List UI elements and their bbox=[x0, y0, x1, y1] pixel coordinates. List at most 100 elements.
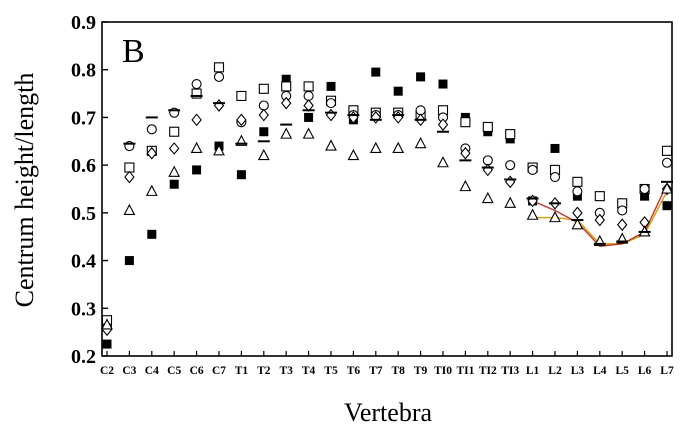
y-tick-label: 0.7 bbox=[71, 107, 96, 129]
open-square-point bbox=[572, 176, 583, 187]
x-tick-label: L6 bbox=[638, 365, 652, 377]
data-points bbox=[101, 62, 673, 349]
filled-square-point bbox=[662, 201, 672, 211]
open-circle-point bbox=[549, 172, 561, 183]
panel-label: B bbox=[122, 33, 145, 70]
y-tick-label: 0.5 bbox=[71, 203, 96, 225]
filled-square-point bbox=[326, 81, 336, 91]
y-tick-label: 0.4 bbox=[71, 251, 96, 273]
open-square-point bbox=[661, 145, 673, 156]
open-square-point bbox=[505, 129, 516, 140]
x-tick-label: T2 bbox=[257, 365, 271, 377]
open-diamond-point bbox=[616, 218, 628, 232]
filled-square-point bbox=[124, 256, 134, 266]
open-circle-point bbox=[146, 124, 157, 135]
open-triangle-point bbox=[347, 148, 360, 161]
x-tick-label: C2 bbox=[100, 365, 114, 377]
open-triangle-point bbox=[414, 136, 427, 149]
open-circle-point bbox=[572, 186, 583, 197]
x-tick-label: TI2 bbox=[479, 365, 497, 377]
open-circle-point bbox=[617, 205, 628, 216]
filled-square-point bbox=[416, 72, 426, 82]
open-diamond-point bbox=[572, 206, 583, 220]
y-tick-label: 0.6 bbox=[71, 155, 96, 177]
open-triangle-point bbox=[168, 165, 181, 177]
open-diamond-point bbox=[258, 108, 270, 122]
x-tick-label: T3 bbox=[279, 365, 293, 377]
plot-frame bbox=[101, 21, 673, 357]
open-diamond-point bbox=[325, 108, 337, 122]
x-tick-label: L5 bbox=[615, 365, 629, 377]
x-tick-label: TI1 bbox=[456, 365, 474, 377]
y-tick-label: 0.9 bbox=[71, 12, 96, 34]
open-diamond-point bbox=[594, 213, 606, 227]
open-diamond-point bbox=[191, 113, 202, 127]
open-square-point bbox=[258, 83, 269, 94]
open-triangle-point bbox=[213, 144, 225, 156]
x-tick-label: L2 bbox=[548, 365, 562, 377]
open-triangle-point bbox=[302, 127, 315, 139]
open-triangle-point bbox=[571, 218, 584, 230]
open-triangle-point bbox=[392, 141, 405, 153]
x-tick-label: T5 bbox=[324, 365, 338, 377]
y-axis: 0.2 0.3 0.4 0.5 0.6 0.7 0.8 0.9 bbox=[71, 12, 108, 368]
open-diamond-point bbox=[280, 96, 292, 110]
filled-square-point bbox=[259, 127, 269, 137]
open-triangle-point bbox=[257, 148, 270, 161]
y-axis-title: Centrum height/length bbox=[10, 73, 39, 308]
open-triangle-point bbox=[504, 196, 517, 208]
open-triangle-point bbox=[145, 184, 158, 196]
open-diamond-point bbox=[168, 142, 180, 155]
open-triangle-point bbox=[280, 127, 293, 139]
x-tick-label: T8 bbox=[391, 365, 405, 377]
open-circle-point bbox=[325, 98, 337, 109]
filled-square-point bbox=[371, 67, 381, 77]
filled-square-point bbox=[147, 229, 157, 239]
open-circle-point bbox=[213, 71, 225, 82]
filled-square-point bbox=[640, 191, 650, 201]
open-circle-point bbox=[527, 164, 538, 175]
x-tick-label: TI3 bbox=[501, 365, 519, 377]
open-diamond-point bbox=[460, 146, 471, 160]
open-triangle-point bbox=[481, 191, 494, 204]
x-axis: C2 C3 C4 C5 C6 C7 T1 T2 T3 T4 T5 T6 T7 T8 T9 TI0 TI1 TI2 T… bbox=[100, 351, 674, 377]
x-tick-label: C3 bbox=[122, 365, 136, 377]
x-axis-title: Vertebra bbox=[344, 398, 433, 427]
open-square-point bbox=[281, 81, 292, 92]
x-tick-label: C6 bbox=[190, 365, 204, 377]
open-square-point bbox=[303, 81, 314, 92]
x-tick-label: C7 bbox=[212, 365, 226, 377]
open-circle-point bbox=[661, 157, 673, 168]
x-tick-label: C4 bbox=[145, 365, 159, 377]
open-triangle-point bbox=[549, 210, 561, 223]
open-triangle-point bbox=[190, 141, 203, 153]
open-square-point bbox=[169, 126, 180, 137]
x-tick-label: T9 bbox=[414, 365, 428, 377]
x-tick-label: T7 bbox=[369, 365, 383, 377]
filled-square-point bbox=[304, 112, 314, 122]
x-tick-label: L4 bbox=[593, 365, 607, 377]
filled-square-point bbox=[393, 86, 403, 96]
open-square-point bbox=[213, 62, 225, 73]
x-tick-label: L1 bbox=[526, 365, 540, 377]
x-tick-label: L3 bbox=[571, 365, 585, 377]
x-tick-label: T1 bbox=[235, 365, 249, 377]
x-tick-label: T4 bbox=[302, 365, 316, 377]
open-circle-point bbox=[505, 160, 516, 171]
filled-square-point bbox=[281, 74, 291, 84]
open-diamond-point bbox=[504, 175, 516, 189]
open-square-point bbox=[460, 117, 471, 128]
x-tick-label: C5 bbox=[167, 365, 181, 377]
filled-square-point bbox=[169, 179, 179, 189]
y-tick-label: 0.3 bbox=[71, 298, 96, 320]
filled-square-point bbox=[192, 165, 202, 175]
open-triangle-point bbox=[325, 139, 337, 151]
open-circle-point bbox=[258, 100, 269, 111]
open-circle-point bbox=[639, 183, 650, 195]
open-triangle-point bbox=[437, 156, 449, 168]
y-tick-label: 0.8 bbox=[71, 60, 96, 82]
x-tick-label: L7 bbox=[660, 365, 674, 377]
open-diamond-point bbox=[213, 99, 225, 112]
open-square-point bbox=[594, 191, 605, 202]
